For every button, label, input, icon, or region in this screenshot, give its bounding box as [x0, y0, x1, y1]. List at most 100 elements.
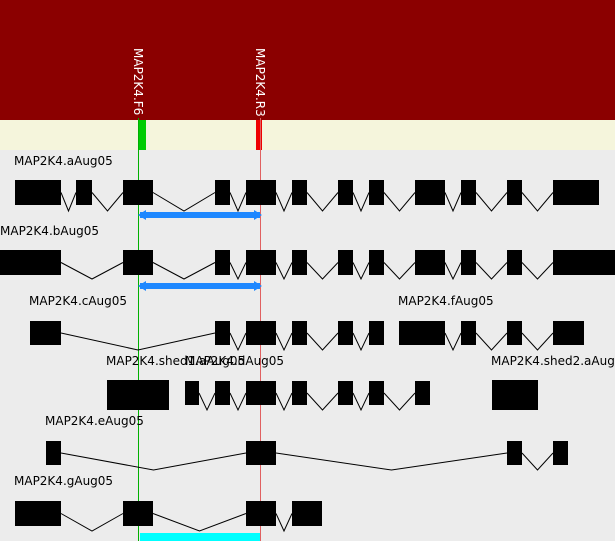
exon	[292, 501, 322, 526]
exon	[369, 381, 384, 405]
intron	[444, 332, 462, 352]
exon	[246, 381, 276, 405]
exon	[507, 180, 522, 205]
amplicon-arrow	[254, 281, 262, 291]
exon	[246, 180, 276, 205]
transcript-label: MAP2K4.bAug05	[0, 224, 99, 238]
intron	[306, 392, 339, 411]
exon	[492, 380, 538, 410]
intron	[383, 262, 416, 280]
intron	[152, 192, 216, 212]
intron	[521, 192, 554, 212]
transcript-label: MAP2K4.cAug05	[29, 294, 127, 308]
exon	[15, 180, 61, 205]
exon	[246, 441, 276, 465]
exon	[123, 501, 153, 526]
exon	[246, 250, 276, 275]
intron	[229, 392, 247, 412]
exon	[553, 250, 615, 275]
intron	[444, 192, 462, 213]
transcript-label: MAP2K4.aAug05	[14, 154, 113, 168]
exon	[292, 381, 307, 405]
exon	[553, 441, 568, 465]
transcript-label: MAP2K4.gAug05	[14, 474, 113, 488]
header-band	[0, 0, 615, 120]
exon	[292, 250, 307, 275]
amplicon	[140, 533, 260, 541]
amplicon	[140, 283, 260, 289]
exon	[369, 250, 384, 275]
exon	[553, 180, 599, 205]
intron	[306, 192, 339, 212]
exon	[461, 250, 476, 275]
exon	[215, 321, 230, 345]
exon	[123, 180, 153, 205]
exon	[15, 501, 61, 526]
exon	[246, 321, 276, 345]
exon	[399, 321, 445, 345]
intron	[352, 262, 370, 281]
amplicon	[140, 212, 260, 218]
intron	[198, 392, 216, 412]
intron	[352, 392, 370, 412]
exon	[46, 441, 61, 465]
intron	[275, 513, 293, 533]
intron	[60, 192, 77, 213]
exon	[338, 381, 353, 405]
intron	[475, 332, 508, 351]
exon	[215, 180, 230, 205]
intron	[475, 192, 508, 212]
intron	[152, 513, 247, 532]
intron	[60, 262, 124, 280]
exon	[30, 321, 61, 345]
intron	[475, 262, 508, 280]
intron	[275, 192, 293, 213]
intron	[352, 332, 370, 352]
intron	[60, 513, 124, 532]
transcript-area	[0, 150, 615, 541]
exon	[215, 381, 230, 405]
intron	[383, 192, 416, 212]
exon	[185, 381, 199, 405]
transcript-label: MAP2K4.shed2.aAug05	[491, 354, 615, 368]
exon	[461, 321, 476, 345]
intron	[60, 452, 247, 471]
transcript-label: MAP2K4.shed1.aAug05	[106, 354, 245, 368]
exon	[107, 380, 169, 410]
primer-label: MAP2K4.R3	[253, 48, 267, 117]
intron	[275, 452, 508, 471]
exon	[461, 180, 476, 205]
exon	[553, 321, 584, 345]
primer-track	[0, 120, 615, 150]
intron	[60, 332, 216, 351]
intron	[521, 452, 554, 471]
exon	[369, 180, 384, 205]
exon	[292, 321, 307, 345]
exon	[507, 250, 522, 275]
exon	[338, 250, 353, 275]
exon	[246, 501, 276, 526]
exon	[76, 180, 92, 205]
intron	[229, 262, 247, 281]
exon	[0, 250, 61, 275]
intron	[352, 192, 370, 213]
exon	[415, 250, 445, 275]
transcript-label: MAP2K4.dAug05	[185, 354, 284, 368]
exon	[338, 180, 353, 205]
exon	[292, 180, 307, 205]
intron	[229, 192, 247, 213]
intron	[383, 392, 416, 411]
exon	[415, 180, 445, 205]
exon	[215, 250, 230, 275]
intron	[521, 332, 554, 351]
exon	[123, 250, 153, 275]
exon	[507, 321, 522, 345]
tracks: MAP2K4.aAug05 MAP2K4.bAug05 MAP2K4.cAug05 M…	[0, 154, 615, 541]
intron	[152, 262, 216, 280]
transcript-label: MAP2K4.eAug05	[45, 414, 144, 428]
primer-reverse	[256, 120, 262, 150]
intron	[91, 192, 124, 212]
intron	[275, 262, 293, 281]
exon	[507, 441, 522, 465]
